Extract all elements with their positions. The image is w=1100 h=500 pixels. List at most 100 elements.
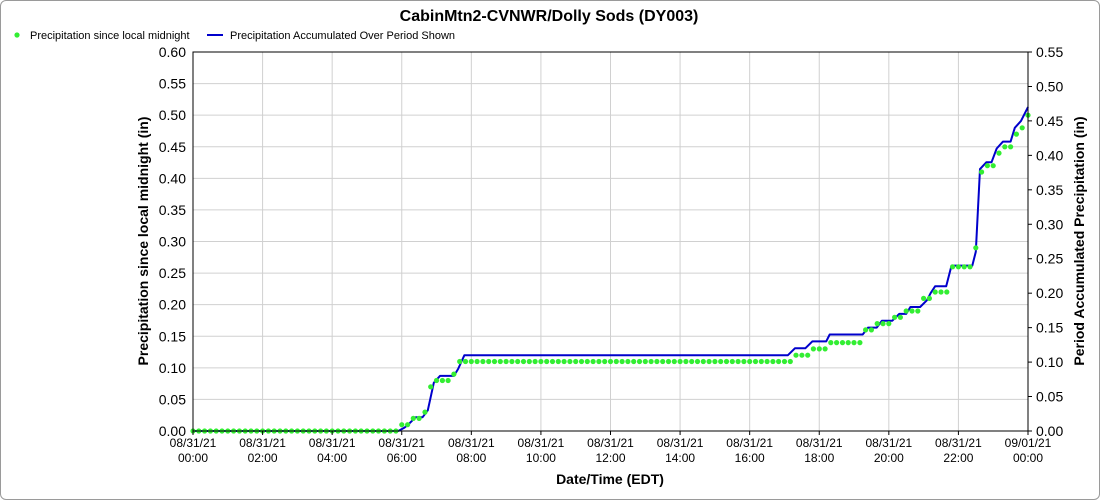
x-tick-time-label: 00:00 — [1013, 451, 1043, 465]
data-point-midnight — [921, 295, 927, 301]
data-point-midnight — [758, 358, 764, 365]
data-point-midnight — [926, 295, 933, 301]
data-point-midnight — [445, 377, 451, 384]
data-point-midnight — [944, 289, 950, 295]
data-point-midnight — [422, 409, 428, 415]
x-tick-date-label: 08/31/21 — [587, 436, 634, 450]
data-point-midnight — [747, 358, 753, 365]
data-point-midnight — [961, 264, 967, 270]
data-point-midnight — [903, 308, 909, 314]
y-left-tick-label: 0.15 — [159, 328, 186, 344]
data-point-midnight — [399, 422, 405, 428]
data-point-midnight — [590, 358, 596, 365]
x-tick-date-label: 08/31/21 — [170, 436, 217, 450]
y-right-tick-label: 0.35 — [1036, 182, 1063, 198]
data-point-midnight — [596, 358, 602, 365]
data-point-midnight — [439, 377, 445, 384]
data-point-midnight — [805, 352, 811, 358]
y-left-tick-label: 0.50 — [159, 107, 186, 123]
data-point-midnight — [700, 358, 706, 365]
data-point-midnight — [573, 358, 579, 365]
data-point-midnight — [567, 358, 573, 365]
data-point-midnight — [973, 245, 979, 251]
data-point-midnight — [863, 327, 869, 333]
data-point-midnight — [787, 358, 793, 365]
y-right-tick-label: 0.05 — [1036, 389, 1063, 405]
x-tick-time-label: 16:00 — [735, 451, 765, 465]
x-tick-time-label: 06:00 — [387, 451, 417, 465]
data-point-midnight — [1013, 131, 1020, 137]
data-point-midnight — [619, 358, 625, 365]
x-tick-date-label: 08/31/21 — [865, 436, 912, 450]
legend-label-midnight: Precipitation since local midnight — [30, 30, 190, 42]
x-tick-date-label: 08/31/21 — [796, 436, 843, 450]
data-point-midnight — [631, 358, 637, 365]
y-right-tick-label: 0.30 — [1036, 216, 1063, 232]
data-point-midnight — [457, 358, 463, 365]
y-left-tick-label: 0.30 — [159, 234, 186, 250]
data-point-midnight — [602, 358, 608, 365]
x-tick-time-label: 10:00 — [526, 451, 556, 465]
data-point-midnight — [1019, 125, 1025, 131]
y-axis-left-title: Precipitation since local midnight (in) — [135, 117, 151, 366]
data-point-midnight — [990, 163, 996, 169]
data-point-midnight — [706, 358, 712, 365]
y-right-tick-label: 0.25 — [1036, 251, 1063, 267]
data-point-midnight — [689, 358, 695, 365]
data-point-midnight — [892, 314, 898, 320]
data-point-midnight — [607, 358, 614, 365]
legend: Precipitation since local midnight Preci… — [14, 30, 455, 42]
y-left-tick-label: 0.10 — [159, 360, 186, 376]
x-tick-time-label: 18:00 — [804, 451, 834, 465]
data-point-midnight — [509, 358, 515, 365]
data-point-midnight — [654, 358, 660, 365]
x-tick-date-label: 08/31/21 — [518, 436, 565, 450]
data-point-midnight — [486, 358, 492, 365]
data-point-midnight — [665, 358, 672, 365]
series-layer — [190, 106, 1031, 434]
data-point-midnight — [584, 358, 590, 365]
data-point-midnight — [793, 352, 799, 358]
data-point-midnight — [642, 358, 648, 365]
data-point-midnight — [776, 358, 782, 365]
x-tick-date-label: 08/31/21 — [309, 436, 356, 450]
x-tick-time-label: 20:00 — [874, 451, 904, 465]
data-point-midnight — [416, 415, 422, 421]
data-point-midnight — [834, 340, 840, 346]
data-point-midnight — [480, 358, 486, 365]
data-point-midnight — [845, 340, 851, 346]
y-right-tick-label: 0.55 — [1036, 44, 1063, 60]
y-right-tick-label: 0.50 — [1036, 78, 1063, 94]
y-left-tick-label: 0.25 — [159, 265, 186, 281]
data-point-midnight — [868, 327, 875, 333]
data-point-midnight — [915, 308, 921, 314]
x-tick-date-label: 08/31/21 — [935, 436, 982, 450]
data-point-midnight — [532, 358, 538, 365]
x-tick-time-label: 04:00 — [317, 451, 347, 465]
axes: 0.00 0.05 0.10 0.15 0.20 0.25 0.30 0.35 0.40 0.45… — [159, 44, 1064, 465]
data-point-midnight — [822, 346, 828, 352]
y-right-tick-label: 0.40 — [1036, 147, 1063, 163]
data-point-midnight — [886, 321, 892, 327]
data-point-midnight — [636, 358, 643, 365]
y-right-tick-label: 0.10 — [1036, 354, 1063, 370]
y-left-tick-label: 0.20 — [159, 297, 186, 313]
legend-label-period: Precipitation Accumulated Over Period Sh… — [230, 30, 455, 42]
y-right-tick-label: 0.00 — [1036, 423, 1063, 439]
data-point-midnight — [996, 150, 1002, 156]
x-tick-time-label: 02:00 — [248, 451, 278, 465]
y-axis-right-title: Period Accumulated Precipitation (in) — [1071, 116, 1087, 365]
data-point-midnight — [468, 358, 474, 365]
data-point-midnight — [810, 346, 817, 352]
data-point-midnight — [799, 352, 805, 358]
plot-border — [192, 51, 1029, 432]
y-left-tick-label: 0.00 — [159, 423, 186, 439]
data-point-midnight — [950, 264, 956, 270]
data-point-midnight — [897, 314, 904, 320]
data-point-midnight — [625, 358, 631, 365]
data-point-midnight — [474, 358, 480, 365]
data-point-midnight — [752, 358, 759, 365]
y-left-tick-label: 0.60 — [159, 44, 186, 60]
x-tick-time-label: 14:00 — [665, 451, 695, 465]
